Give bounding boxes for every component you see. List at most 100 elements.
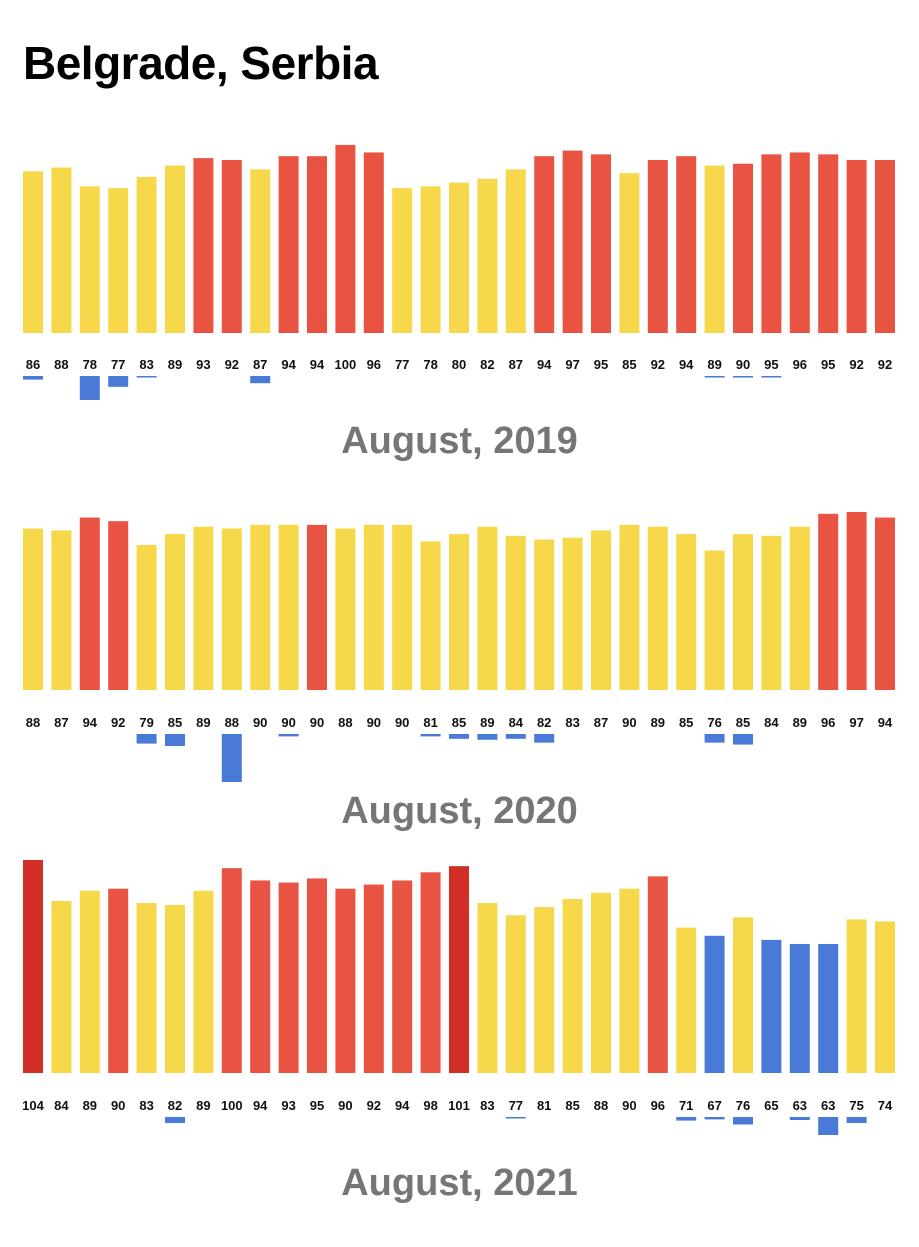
below-bar-day-6 (165, 1117, 185, 1123)
value-label-day-26: 76 (736, 1098, 750, 1113)
value-label-day-8: 100 (221, 1098, 243, 1113)
below-bar-day-24 (676, 1117, 697, 1121)
chart-panel-2020: 88 87 94 92 79 85 89 88 90 90 90 88 90 90 81 85 89 84 82 83… (0, 490, 919, 790)
bar-day-14 (392, 880, 413, 1073)
below-bar-day-30 (846, 1117, 867, 1123)
value-label-day-25: 89 (707, 357, 721, 372)
bar-day-22 (619, 173, 640, 333)
below-bar-day-15 (420, 734, 441, 737)
below-bar-day-5 (136, 376, 157, 378)
bar-day-27 (761, 939, 782, 1073)
value-label-day-21: 88 (594, 1098, 608, 1113)
below-bar-day-18 (505, 1117, 526, 1119)
bar-day-15 (420, 541, 441, 690)
value-label-day-17: 82 (480, 357, 494, 372)
value-label-day-15: 98 (423, 1098, 437, 1113)
value-label-day-7: 93 (196, 357, 210, 372)
value-label-day-3: 89 (83, 1098, 97, 1113)
value-label-day-14: 77 (395, 357, 409, 372)
bar-day-6 (165, 534, 185, 690)
bar-day-26 (733, 163, 753, 333)
below-bar-day-16 (449, 734, 469, 739)
bar-day-20 (562, 537, 583, 690)
bar-day-18 (505, 915, 526, 1073)
value-label-day-20: 97 (565, 357, 579, 372)
bar-day-8 (221, 159, 242, 333)
value-label-day-26: 85 (736, 715, 750, 730)
bar-day-1 (23, 528, 43, 690)
below-bar-day-18 (505, 734, 526, 739)
bar-chart-2019: 86 88 78 77 83 89 93 92 87 94 94 100 96 77 78 80 82 87 94 9… (23, 144, 895, 400)
value-label-day-25: 67 (707, 1098, 721, 1113)
chart-title-2019: August, 2019 (341, 420, 578, 462)
value-label-day-2: 84 (54, 1098, 69, 1113)
bar-day-21 (591, 154, 611, 333)
bar-day-29 (818, 943, 839, 1073)
value-label-day-13: 92 (367, 1098, 381, 1113)
bar-day-4 (108, 521, 129, 690)
value-label-day-15: 81 (423, 715, 437, 730)
bar-day-27 (761, 154, 782, 333)
bar-day-30 (846, 159, 867, 333)
value-label-day-6: 89 (168, 357, 182, 372)
value-label-day-4: 92 (111, 715, 125, 730)
value-label-day-12: 100 (335, 357, 357, 372)
value-label-day-23: 89 (651, 715, 665, 730)
value-label-day-1: 88 (26, 715, 40, 730)
value-label-day-11: 90 (310, 715, 324, 730)
bar-day-8 (221, 868, 242, 1073)
below-bar-day-25 (704, 1117, 725, 1120)
bar-day-16 (449, 182, 469, 333)
bar-day-29 (818, 154, 839, 333)
bar-day-11 (307, 878, 327, 1073)
value-label-day-21: 87 (594, 715, 608, 730)
bar-day-21 (591, 530, 611, 690)
bar-day-14 (392, 188, 413, 333)
bar-day-12 (335, 888, 356, 1073)
bar-day-16 (449, 534, 469, 690)
bar-day-17 (477, 903, 498, 1073)
below-bar-day-10 (278, 734, 299, 737)
below-bar-day-29 (818, 1117, 839, 1135)
value-label-day-10: 93 (281, 1098, 295, 1113)
bar-day-28 (789, 943, 810, 1073)
value-label-day-17: 89 (480, 715, 494, 730)
bar-day-23 (647, 526, 668, 690)
below-bar-day-4 (108, 376, 129, 387)
bar-day-22 (619, 524, 640, 690)
value-label-day-29: 63 (821, 1098, 835, 1113)
bar-day-19 (534, 539, 555, 690)
value-label-day-6: 82 (168, 1098, 182, 1113)
bar-day-21 (591, 892, 611, 1073)
value-label-day-9: 90 (253, 715, 267, 730)
bar-day-5 (136, 903, 157, 1073)
bar-day-18 (505, 535, 526, 690)
value-label-day-24: 94 (679, 357, 694, 372)
bar-day-9 (250, 524, 271, 690)
value-label-day-13: 96 (367, 357, 381, 372)
below-bar-day-3 (79, 376, 100, 400)
value-label-day-12: 90 (338, 1098, 352, 1113)
bar-day-17 (477, 178, 498, 333)
value-label-day-6: 85 (168, 715, 182, 730)
value-label-day-30: 97 (849, 715, 863, 730)
bar-day-12 (335, 528, 356, 690)
value-label-day-29: 96 (821, 715, 835, 730)
value-label-day-5: 83 (139, 357, 153, 372)
value-label-day-19: 81 (537, 1098, 551, 1113)
value-label-day-3: 94 (83, 715, 98, 730)
value-label-day-2: 88 (54, 357, 68, 372)
bar-day-28 (789, 526, 810, 690)
value-label-day-10: 94 (281, 357, 296, 372)
below-bar-day-6 (165, 734, 185, 746)
value-label-day-4: 77 (111, 357, 125, 372)
page-title: Belgrade, Serbia (23, 37, 379, 89)
value-label-day-9: 94 (253, 1098, 268, 1113)
bar-day-27 (761, 535, 782, 690)
bar-day-24 (676, 927, 697, 1073)
value-label-day-5: 79 (139, 715, 153, 730)
value-label-day-24: 71 (679, 1098, 693, 1113)
bar-day-18 (505, 169, 526, 333)
value-label-day-1: 86 (26, 357, 40, 372)
bar-day-14 (392, 524, 413, 690)
